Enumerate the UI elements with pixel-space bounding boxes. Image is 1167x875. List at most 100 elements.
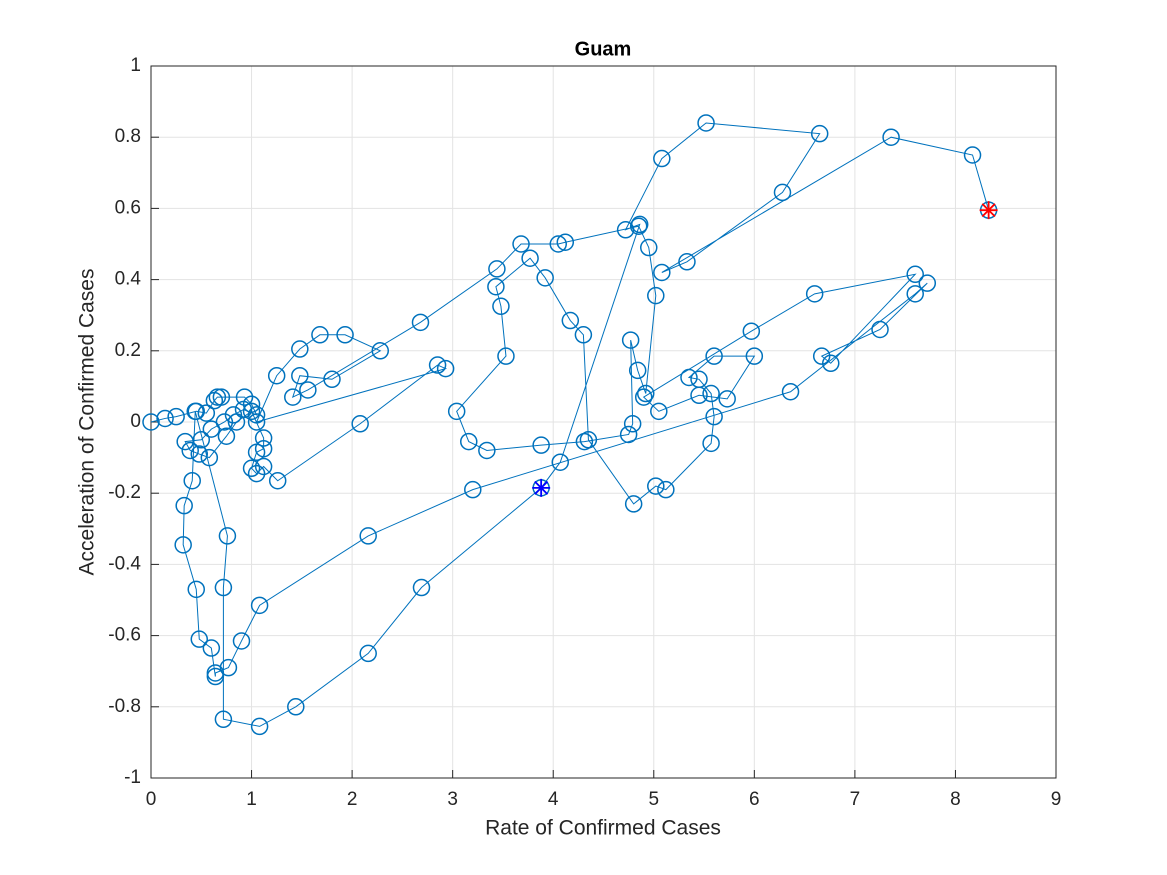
marker xyxy=(705,347,723,365)
marker xyxy=(805,285,824,303)
series-line xyxy=(150,122,990,727)
y-tick-label: -0.4 xyxy=(108,553,141,574)
marker xyxy=(250,596,269,615)
marker xyxy=(268,471,287,490)
marker xyxy=(478,441,496,460)
marker xyxy=(227,413,246,431)
marker xyxy=(214,710,233,729)
marker xyxy=(536,269,554,287)
x-tick-label: 0 xyxy=(146,789,157,810)
marker xyxy=(650,402,668,421)
marker xyxy=(212,388,231,406)
marker xyxy=(371,342,390,360)
x-axis-label: Rate of Confirmed Cases xyxy=(485,817,721,840)
marker xyxy=(175,496,193,515)
marker xyxy=(359,644,377,663)
marker xyxy=(521,249,539,267)
marker xyxy=(208,388,227,406)
marker xyxy=(745,347,764,365)
marker xyxy=(187,580,205,599)
marker xyxy=(186,402,204,421)
marker xyxy=(242,459,261,478)
marker xyxy=(773,183,792,202)
marker xyxy=(623,415,642,433)
marker xyxy=(822,354,840,373)
marker xyxy=(291,366,309,385)
y-tick-label: -0.8 xyxy=(108,696,141,717)
marker xyxy=(628,361,647,380)
marker xyxy=(657,480,675,499)
marker xyxy=(621,331,640,349)
marker xyxy=(742,322,761,340)
marker xyxy=(871,320,889,339)
marker xyxy=(629,217,648,235)
marker xyxy=(556,233,575,251)
marker xyxy=(647,477,665,495)
marker xyxy=(460,432,478,451)
marker xyxy=(549,235,567,253)
marker xyxy=(690,386,708,405)
y-axis-label: Acceleration of Confirmed Cases xyxy=(76,269,99,576)
marker xyxy=(235,388,254,406)
y-tick-label: 0.8 xyxy=(115,126,141,147)
marker xyxy=(351,415,369,433)
marker xyxy=(512,235,530,253)
marker xyxy=(653,263,671,282)
marker xyxy=(247,413,266,431)
marker xyxy=(267,366,286,385)
x-tick-label: 1 xyxy=(246,789,257,810)
marker xyxy=(254,457,273,476)
marker xyxy=(250,717,269,736)
marker xyxy=(918,274,937,292)
x-tick-label: 8 xyxy=(950,789,961,810)
marker xyxy=(697,114,715,132)
marker xyxy=(906,265,924,284)
marker xyxy=(167,407,185,426)
marker xyxy=(206,664,225,682)
marker xyxy=(202,420,221,438)
marker xyxy=(311,326,329,344)
star-marker xyxy=(532,478,551,497)
x-tick-label: 4 xyxy=(548,789,559,810)
marker xyxy=(291,340,309,358)
marker xyxy=(218,527,237,545)
marker xyxy=(634,388,653,406)
marker xyxy=(428,356,447,374)
marker xyxy=(492,297,510,316)
marker xyxy=(561,311,580,330)
marker xyxy=(232,632,251,650)
marker xyxy=(579,431,598,449)
marker xyxy=(812,347,831,365)
y-tick-label: 0.6 xyxy=(115,197,141,218)
marker xyxy=(647,286,665,305)
marker xyxy=(532,436,550,454)
marker xyxy=(190,630,209,648)
marker xyxy=(636,384,655,403)
marker xyxy=(497,347,515,365)
y-tick-label: -0.2 xyxy=(108,482,141,503)
marker xyxy=(197,404,216,422)
marker xyxy=(247,443,266,462)
marker xyxy=(299,381,317,399)
marker xyxy=(653,149,671,168)
y-tick-label: -0.6 xyxy=(108,625,141,646)
y-tick-label: 0.4 xyxy=(115,269,142,290)
marker xyxy=(247,464,266,483)
marker xyxy=(174,536,192,554)
marker xyxy=(336,326,354,344)
x-tick-label: 2 xyxy=(347,789,358,810)
marker xyxy=(323,370,341,389)
marker xyxy=(217,427,236,445)
marker xyxy=(488,260,506,278)
marker xyxy=(574,326,593,344)
marker xyxy=(190,445,209,463)
marker xyxy=(616,221,635,239)
marker xyxy=(181,441,199,460)
marker xyxy=(487,277,505,296)
marker xyxy=(906,285,924,303)
marker xyxy=(680,368,698,387)
marker xyxy=(156,409,174,428)
star-marker xyxy=(979,201,998,220)
marker xyxy=(619,425,638,444)
